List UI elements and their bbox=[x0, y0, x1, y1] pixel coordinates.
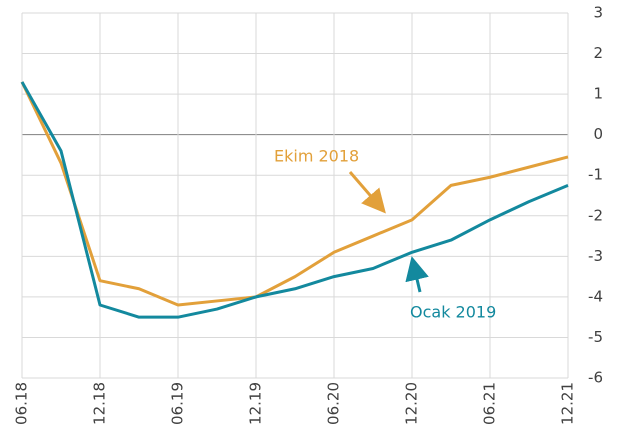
y-tick-label: 1 bbox=[593, 85, 603, 103]
y-tick-label: 2 bbox=[593, 44, 603, 62]
x-tick-label: 12.21 bbox=[559, 382, 577, 425]
series-line bbox=[20, 81, 569, 319]
series-line bbox=[20, 81, 569, 307]
annotation-arrow bbox=[348, 171, 386, 214]
y-tick-label: 0 bbox=[593, 125, 603, 143]
x-tick-label: 06.18 bbox=[13, 382, 31, 425]
y-tick-label: -5 bbox=[588, 328, 603, 346]
annotation-arrow bbox=[405, 256, 429, 293]
series-label: Ekim 2018 bbox=[274, 147, 359, 166]
y-tick-label: -4 bbox=[588, 287, 603, 305]
x-tick-label: 12.20 bbox=[403, 382, 421, 425]
grid bbox=[21, 12, 569, 379]
y-tick-label: -2 bbox=[588, 206, 603, 224]
y-tick-label: 3 bbox=[593, 4, 603, 22]
y-tick-label: -6 bbox=[588, 369, 603, 387]
y-tick-label: -3 bbox=[588, 247, 603, 265]
y-tick-label: -1 bbox=[588, 166, 603, 184]
x-tick-label: 06.19 bbox=[169, 382, 187, 425]
series-label: Ocak 2019 bbox=[410, 303, 496, 322]
x-tick-label: 06.21 bbox=[481, 382, 499, 425]
x-tick-label: 06.20 bbox=[325, 382, 343, 425]
x-tick-label: 12.18 bbox=[91, 382, 109, 425]
x-tick-label: 12.19 bbox=[247, 382, 265, 425]
